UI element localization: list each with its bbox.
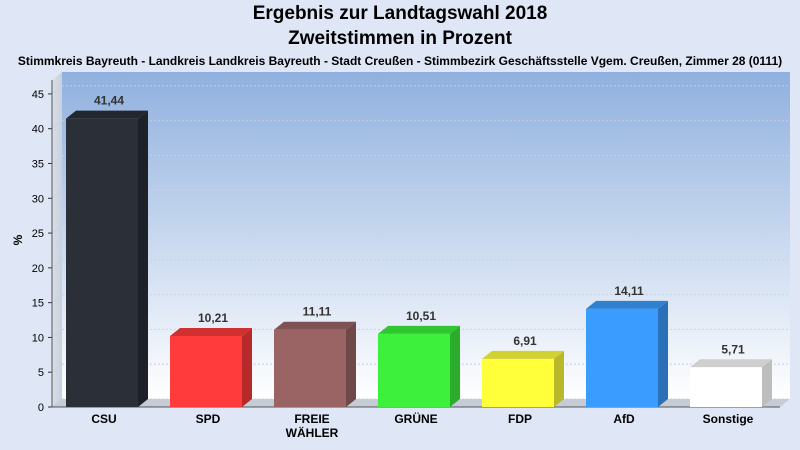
gridline-side [51,259,63,269]
y-tick-label: 0 [38,402,44,414]
gridline-side [51,398,63,408]
x-tick-label: FREIE [294,412,329,426]
y-tick-label: 35 [32,158,44,170]
gridline-side [51,294,63,304]
bar-sonstige [690,367,762,407]
y-tick-label: 25 [32,228,44,240]
y-axis-label: % [11,234,25,245]
y-tick-label: 5 [38,367,44,379]
bar-top [586,300,668,309]
y-tick-label: 10 [32,332,44,344]
bar-grüne [378,333,450,407]
data-label: 5,71 [721,342,745,356]
gridline-side [51,329,63,338]
bar-side [138,110,148,407]
bar-freie [274,329,346,407]
bar-side [242,327,252,407]
gridline-side [51,224,63,234]
gridline-side [51,120,63,130]
plot-side-wall [52,72,62,407]
data-label: 14,11 [614,284,644,298]
x-tick-label: FDP [508,412,532,426]
y-tick-label: 15 [32,298,44,310]
data-label: 6,91 [513,334,537,348]
x-tick-label: GRÜNE [394,411,437,426]
x-tick-label: AfD [613,412,635,426]
bar-top [690,359,772,368]
y-tick-label: 45 [32,89,44,101]
x-tick-label: CSU [91,412,116,426]
x-tick-label: WÄHLER [286,425,339,440]
bar-side [658,300,668,407]
bar-top [170,327,252,336]
y-tick-label: 20 [32,263,44,275]
x-tick-label: SPD [196,412,221,426]
chart-location: Stimmkreis Bayreuth - Landkreis Landkrei… [17,54,783,68]
data-label: 10,21 [198,311,228,325]
bar-fdp [482,358,554,407]
chart-title: Ergebnis zur Landtagswahl 2018 [252,3,548,24]
y-tick-label: 40 [32,124,44,136]
data-label: 41,44 [94,94,124,108]
bar-top [66,110,148,119]
bar-afd [586,308,658,407]
bar-top [274,321,356,330]
bar-top [482,350,564,359]
bar-side [450,325,460,407]
gridline-side [51,85,63,95]
bar-spd [170,335,242,407]
gridline-side [51,363,63,373]
bar-side [346,321,356,407]
bar-side [554,350,564,407]
bar-csu [66,118,138,407]
x-tick-label: Sonstige [703,412,754,426]
bar-top [378,325,460,334]
gridline-side [51,189,63,199]
data-label: 11,11 [303,305,332,319]
data-label: 10,51 [406,309,436,323]
bar-side [762,359,772,407]
chart-subtitle: Zweitstimmen in Prozent [288,28,512,49]
gridline-side [51,155,63,164]
y-tick-label: 30 [32,193,44,205]
